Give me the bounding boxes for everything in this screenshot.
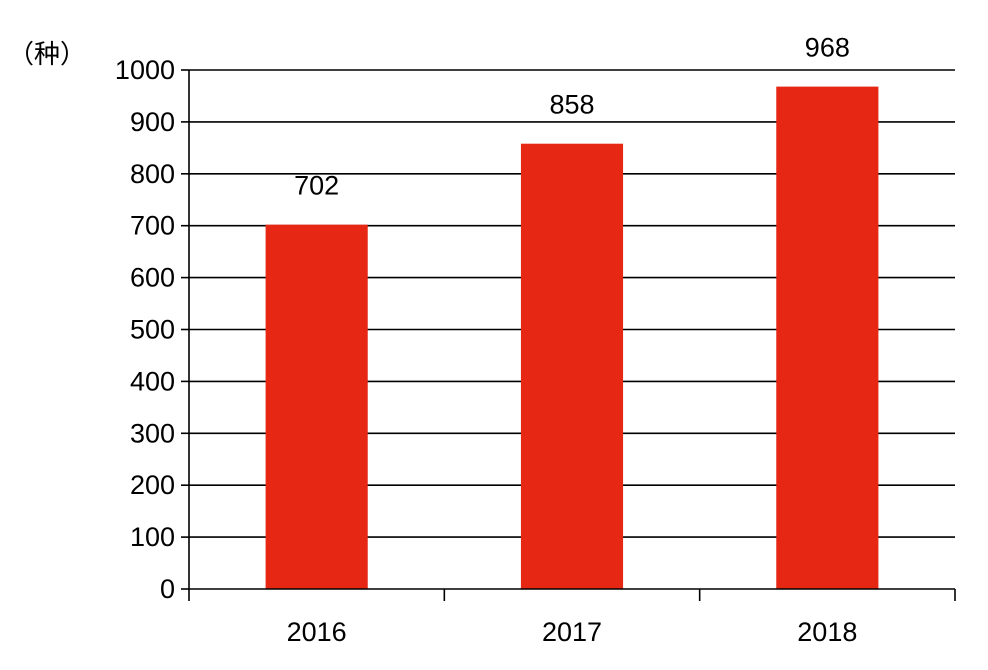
y-tick-label: 200 — [130, 470, 175, 500]
y-tick-label: 0 — [160, 574, 175, 604]
y-tick-label: 100 — [130, 522, 175, 552]
y-tick-labels: 0 100 200 300 400 500 600 700 800 900 1000 — [115, 55, 175, 604]
data-labels: 702 858 968 — [294, 33, 850, 201]
y-tick-label: 600 — [130, 263, 175, 293]
data-label-2018: 968 — [805, 33, 850, 63]
bar-2018 — [776, 86, 879, 589]
y-axis-unit-label: （种） — [8, 40, 86, 70]
y-tick-label: 300 — [130, 418, 175, 448]
data-label-2017: 858 — [549, 90, 594, 120]
y-tick-label: 700 — [130, 211, 175, 241]
x-tick-labels: 2016 2017 2018 — [287, 617, 858, 647]
x-tick-label-2016: 2016 — [287, 617, 347, 647]
x-tick-label-2017: 2017 — [542, 617, 602, 647]
y-tick-label: 1000 — [115, 55, 175, 85]
x-tick-label-2018: 2018 — [797, 617, 857, 647]
bar-2016 — [265, 224, 368, 590]
y-tick-label: 800 — [130, 159, 175, 189]
bars — [265, 86, 879, 590]
axes — [181, 69, 956, 601]
y-tick-label: 900 — [130, 107, 175, 137]
data-label-2016: 702 — [294, 171, 339, 201]
bar-2017 — [520, 143, 624, 589]
y-tick-label: 400 — [130, 366, 175, 396]
y-tick-label: 500 — [130, 315, 175, 345]
